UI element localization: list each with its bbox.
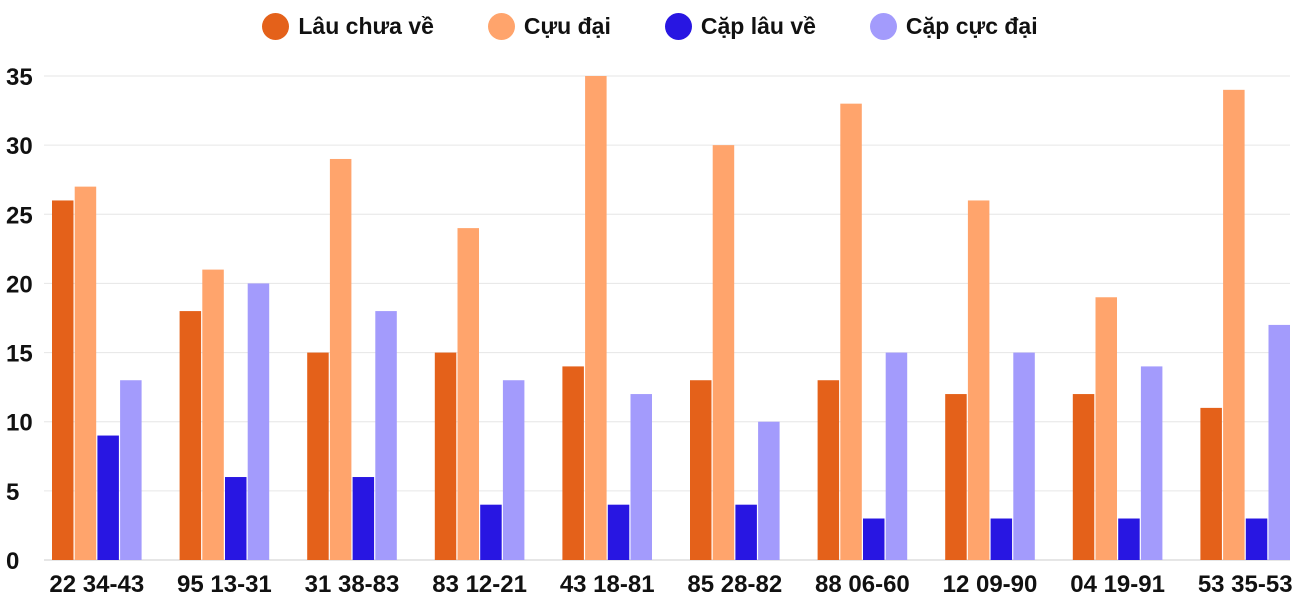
- bar-3-9[interactable]: [1118, 518, 1140, 560]
- bar-4-10[interactable]: [1268, 324, 1291, 560]
- bar-2-3[interactable]: [329, 158, 352, 560]
- x-tick-label-10: 53 35-53: [1198, 571, 1293, 598]
- y-tick-label-30: 30: [6, 133, 33, 160]
- bar-1-8[interactable]: [945, 394, 967, 560]
- bar-2-2[interactable]: [202, 269, 224, 560]
- legend-label-cuu-dai: Cựu đại: [523, 12, 611, 39]
- bar-1-4[interactable]: [434, 352, 457, 560]
- bar-4-6[interactable]: [758, 421, 780, 560]
- legend-label-lau-chua-ve: Lâu chưa về: [298, 12, 434, 39]
- bar-3-2[interactable]: [225, 477, 247, 560]
- y-tick-label-35: 35: [6, 64, 33, 91]
- y-tick-label-20: 20: [6, 271, 33, 298]
- bar-2-7[interactable]: [840, 103, 862, 561]
- x-tick-label-4: 83 12-21: [432, 571, 527, 598]
- legend-item-cuu-dai[interactable]: Cựu đại: [487, 12, 611, 40]
- legend-swatch-cuu-dai: [487, 12, 515, 40]
- bar-4-8[interactable]: [1013, 352, 1035, 560]
- bar-3-4[interactable]: [480, 504, 502, 560]
- bar-2-4[interactable]: [457, 228, 480, 560]
- x-tick-label-6: 85 28-82: [687, 571, 782, 598]
- legend-swatch-lau-chua-ve: [262, 12, 290, 40]
- bar-1-1[interactable]: [52, 200, 74, 560]
- legend-item-lau-chua-ve[interactable]: Lâu chưa về: [262, 12, 434, 40]
- x-tick-label-3: 31 38-83: [305, 571, 400, 598]
- bar-1-6[interactable]: [690, 380, 712, 560]
- legend-swatch-cap-lau-ve: [664, 12, 692, 40]
- y-tick-label-15: 15: [6, 341, 33, 368]
- legend-swatch-cap-cuc-dai: [869, 12, 897, 40]
- bar-4-4[interactable]: [502, 380, 525, 560]
- bar-3-3[interactable]: [352, 477, 375, 560]
- bar-1-2[interactable]: [179, 311, 202, 560]
- y-tick-label-0: 0: [6, 548, 19, 575]
- bar-3-10[interactable]: [1245, 518, 1268, 560]
- bar-2-9[interactable]: [1095, 297, 1118, 560]
- bar-1-7[interactable]: [817, 380, 840, 560]
- bar-2-8[interactable]: [967, 200, 990, 560]
- bar-1-9[interactable]: [1072, 394, 1095, 560]
- bar-4-7[interactable]: [885, 352, 908, 560]
- bar-2-6[interactable]: [712, 145, 735, 560]
- legend-label-cap-cuc-dai: Cặp cực đại: [905, 12, 1038, 39]
- bar-1-3[interactable]: [307, 352, 329, 560]
- x-tick-label-9: 04 19-91: [1070, 571, 1165, 598]
- chart-legend: Lâu chưa về Cựu đại Cặp lâu về Cặp cực đ…: [0, 8, 1300, 44]
- x-tick-label-1: 22 34-43: [49, 571, 144, 598]
- bar-2-10[interactable]: [1223, 89, 1245, 560]
- x-tick-label-2: 95 13-31: [177, 571, 272, 598]
- bar-3-1[interactable]: [97, 435, 119, 560]
- y-tick-label-10: 10: [6, 410, 33, 437]
- bar-4-3[interactable]: [375, 311, 397, 560]
- y-tick-label-5: 5: [6, 479, 19, 506]
- x-tick-label-8: 12 09-90: [943, 571, 1038, 598]
- bar-1-5[interactable]: [562, 366, 584, 560]
- legend-label-cap-lau-ve: Cặp lâu về: [700, 12, 816, 39]
- bar-3-6[interactable]: [735, 504, 757, 560]
- bar-4-5[interactable]: [630, 394, 653, 560]
- bar-3-7[interactable]: [863, 518, 885, 560]
- bar-3-5[interactable]: [607, 504, 630, 560]
- bar-4-9[interactable]: [1140, 366, 1163, 560]
- legend-item-cap-cuc-dai[interactable]: Cặp cực đại: [869, 12, 1038, 40]
- legend-item-cap-lau-ve[interactable]: Cặp lâu về: [664, 12, 816, 40]
- bar-4-2[interactable]: [247, 283, 270, 560]
- x-axis-tick-labels: 22 34-43 95 13-31 31 38-83 83 12-21 43 18-81…: [49, 571, 1292, 598]
- bar-3-8[interactable]: [990, 518, 1013, 560]
- x-tick-label-5: 43 18-81: [560, 571, 655, 598]
- y-axis-tick-labels: 0 5 10 15 20 25 30 35: [6, 64, 33, 575]
- y-tick-label-25: 25: [6, 202, 33, 229]
- bar-1-10[interactable]: [1200, 407, 1222, 560]
- bar-2-5[interactable]: [585, 76, 607, 560]
- x-tick-label-7: 88 06-60: [815, 571, 910, 598]
- bars: [52, 76, 1291, 561]
- bar-2-1[interactable]: [74, 186, 97, 560]
- bar-4-1[interactable]: [120, 380, 142, 560]
